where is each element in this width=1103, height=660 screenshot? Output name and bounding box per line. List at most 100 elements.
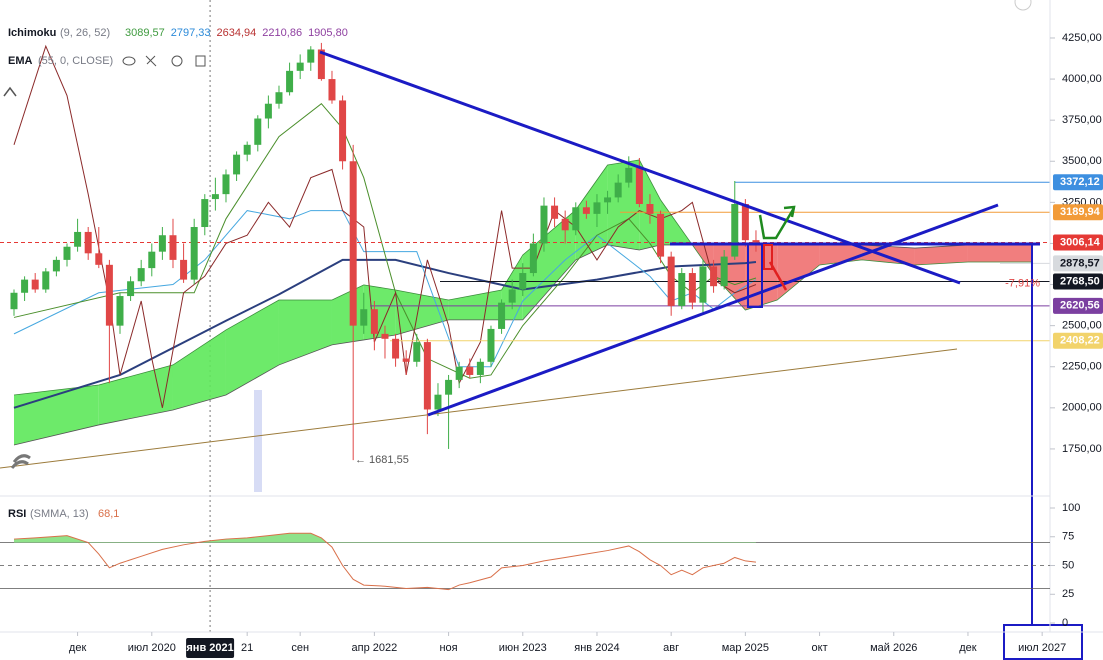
candle-body <box>84 231 92 254</box>
arrow <box>758 207 796 240</box>
legend-name: Ichimoku <box>8 27 56 39</box>
highlight-bar <box>254 390 262 492</box>
price-badge <box>1053 273 1103 290</box>
y-tick-label: 4250,00 <box>1062 32 1102 44</box>
x-tick-label: июн 2023 <box>499 642 547 654</box>
x-tick-label: дек <box>959 642 977 654</box>
cloud-segment <box>522 209 576 320</box>
price-badge <box>1053 174 1103 191</box>
cloud-edge <box>13 159 1032 396</box>
price-badge-label: 3372,12 <box>1060 176 1100 188</box>
candle-body <box>74 231 82 247</box>
x-tick-label: окт <box>812 642 828 654</box>
candle-body <box>116 296 124 326</box>
x-tick-label: мар 2025 <box>722 642 769 654</box>
x-tick-label: июл 2020 <box>128 642 176 654</box>
trend-line <box>427 203 999 417</box>
delete-icon[interactable] <box>195 55 206 67</box>
x-tick-label: апр 2022 <box>352 642 398 654</box>
candle-body <box>201 199 209 228</box>
box <box>747 243 763 308</box>
candle-body <box>307 49 315 63</box>
candle-body <box>137 268 145 282</box>
candle-body <box>286 70 294 93</box>
cloud-segment <box>172 329 226 410</box>
y-tick-label: 50 <box>1062 559 1074 571</box>
candle-body <box>328 79 336 101</box>
candle-body <box>476 361 484 375</box>
hide-icon[interactable] <box>145 55 157 67</box>
low-label: ← 1681,55 <box>355 454 409 466</box>
logo <box>10 454 31 469</box>
cloud-segment <box>914 244 968 265</box>
eye-icon[interactable] <box>122 56 136 66</box>
price-badge-label: 2878,57 <box>1060 257 1100 269</box>
y-tick-label: 100 <box>1062 502 1080 514</box>
candle-body <box>561 218 569 231</box>
cloud-segment <box>575 165 608 260</box>
cloud-segment <box>278 300 332 365</box>
y-tick-label: 0 <box>1062 617 1068 629</box>
collapse-icon[interactable] <box>3 86 17 97</box>
x-tick-label: янв 2024 <box>574 642 619 654</box>
candle-body <box>445 379 453 395</box>
candle-body <box>646 204 654 214</box>
rsi-title: RSI <box>8 508 26 520</box>
candle-body <box>466 366 474 375</box>
candle-body <box>339 100 347 162</box>
cloud-segment <box>363 284 396 340</box>
candle-body <box>614 182 622 198</box>
candle-body <box>710 266 718 287</box>
candle-body <box>52 259 60 272</box>
x-tick-label: 21 <box>241 642 253 654</box>
candle-body <box>498 302 506 329</box>
candle-body <box>699 266 707 303</box>
candle-body <box>158 235 166 252</box>
arrow <box>768 261 788 291</box>
x-tick-label: авг <box>663 642 679 654</box>
candle-body <box>180 259 188 280</box>
box <box>1003 624 1083 660</box>
candle-body <box>317 49 325 80</box>
crosshair-label: янв 2021 <box>186 642 233 654</box>
rsi-params: (SMMA, 13) <box>30 508 89 520</box>
candle-body <box>31 279 39 290</box>
price-badge <box>1053 234 1103 251</box>
candle-body <box>688 273 696 303</box>
crosshair-label-bg <box>186 638 235 658</box>
candle-body <box>349 161 357 326</box>
change-label: -7,91% <box>1005 277 1040 289</box>
candle-body <box>593 202 601 214</box>
candle-body <box>222 174 230 195</box>
cloud-segment <box>777 244 820 300</box>
y-tick-label: 25 <box>1062 588 1074 600</box>
y-tick-label: 2500,00 <box>1062 320 1102 332</box>
x-tick-label: дек <box>69 642 87 654</box>
y-tick-label: 3750,00 <box>1062 114 1102 126</box>
candle-body <box>370 309 378 334</box>
legend-params: (55, 0, CLOSE) <box>38 55 113 67</box>
price-badge <box>1053 297 1103 314</box>
candle-body <box>540 205 548 244</box>
cloud-segment <box>98 364 173 425</box>
corner-control[interactable] <box>1014 0 1032 11</box>
candle-body <box>413 342 421 362</box>
candle-body <box>264 103 272 119</box>
legend-value: 3089,57 <box>125 27 165 39</box>
legend-value: 2210,86 <box>262 27 302 39</box>
candle-body <box>148 251 156 269</box>
candle-body <box>95 253 103 265</box>
candle-body <box>127 281 135 297</box>
settings-icon[interactable] <box>171 55 183 67</box>
candle-body <box>233 154 241 175</box>
price-badge-label: 2768,50 <box>1060 275 1100 287</box>
candle-body <box>741 204 749 241</box>
candle-body <box>551 205 559 219</box>
candle-body <box>455 366 463 380</box>
candle-body <box>752 240 760 243</box>
price-badge-label: 3006,14 <box>1060 236 1101 248</box>
